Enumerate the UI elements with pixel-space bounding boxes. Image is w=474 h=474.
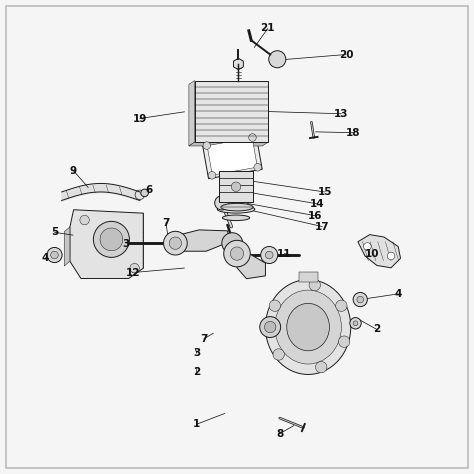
Bar: [299, 272, 318, 282]
Circle shape: [350, 318, 361, 329]
Circle shape: [230, 247, 244, 260]
Text: 21: 21: [261, 23, 275, 34]
Text: 4: 4: [394, 289, 402, 299]
Circle shape: [265, 251, 273, 259]
Circle shape: [203, 142, 210, 149]
Text: 5: 5: [51, 227, 58, 237]
Circle shape: [47, 247, 62, 263]
Ellipse shape: [275, 290, 341, 364]
Circle shape: [100, 228, 123, 251]
Circle shape: [222, 233, 243, 254]
Text: 17: 17: [315, 221, 329, 232]
Circle shape: [353, 321, 358, 326]
Bar: [219, 172, 253, 202]
Text: 13: 13: [334, 109, 348, 119]
Text: 2: 2: [373, 324, 381, 335]
Text: 3: 3: [193, 348, 201, 358]
Text: 9: 9: [70, 165, 77, 176]
Circle shape: [336, 300, 347, 311]
Text: 14: 14: [310, 199, 325, 209]
Circle shape: [141, 189, 148, 197]
Bar: [194, 81, 268, 142]
Text: 20: 20: [339, 49, 353, 60]
Ellipse shape: [221, 203, 253, 211]
Circle shape: [338, 336, 350, 347]
Text: 4: 4: [41, 253, 49, 264]
Polygon shape: [237, 252, 265, 279]
Polygon shape: [358, 235, 401, 268]
Text: 16: 16: [308, 210, 322, 221]
Circle shape: [269, 300, 281, 311]
Text: 2: 2: [193, 367, 201, 377]
Ellipse shape: [265, 280, 351, 374]
Circle shape: [93, 221, 129, 257]
Circle shape: [353, 292, 367, 307]
Text: 11: 11: [277, 248, 292, 259]
Circle shape: [269, 51, 286, 68]
Ellipse shape: [287, 303, 329, 351]
Circle shape: [215, 196, 229, 210]
Circle shape: [224, 240, 250, 267]
Text: 3: 3: [122, 239, 129, 249]
Polygon shape: [70, 210, 143, 279]
Circle shape: [261, 246, 278, 264]
Text: 10: 10: [365, 248, 379, 259]
Circle shape: [316, 362, 327, 373]
Circle shape: [231, 182, 241, 191]
Text: 18: 18: [346, 128, 360, 138]
Circle shape: [208, 172, 216, 179]
Circle shape: [357, 296, 364, 303]
Circle shape: [254, 164, 262, 171]
Circle shape: [80, 215, 89, 225]
Polygon shape: [189, 142, 268, 146]
Text: 1: 1: [193, 419, 201, 429]
Text: 6: 6: [146, 184, 153, 195]
Circle shape: [51, 251, 58, 259]
Circle shape: [260, 317, 281, 337]
Circle shape: [164, 231, 187, 255]
Circle shape: [309, 279, 320, 291]
Text: 8: 8: [276, 428, 283, 439]
Circle shape: [249, 134, 256, 141]
Text: 19: 19: [133, 113, 147, 124]
Polygon shape: [64, 227, 70, 266]
Circle shape: [130, 264, 139, 273]
Circle shape: [387, 252, 395, 260]
Text: 12: 12: [126, 267, 140, 278]
Circle shape: [169, 237, 182, 249]
Text: 15: 15: [318, 187, 332, 197]
Ellipse shape: [222, 215, 250, 220]
Circle shape: [364, 243, 371, 250]
Polygon shape: [207, 138, 257, 175]
Polygon shape: [171, 230, 230, 251]
Polygon shape: [202, 134, 262, 179]
Polygon shape: [189, 81, 194, 146]
Circle shape: [273, 349, 284, 360]
Text: 7: 7: [162, 218, 170, 228]
Ellipse shape: [217, 205, 255, 213]
Circle shape: [264, 321, 276, 333]
Polygon shape: [234, 58, 243, 70]
Text: 7: 7: [200, 334, 208, 344]
